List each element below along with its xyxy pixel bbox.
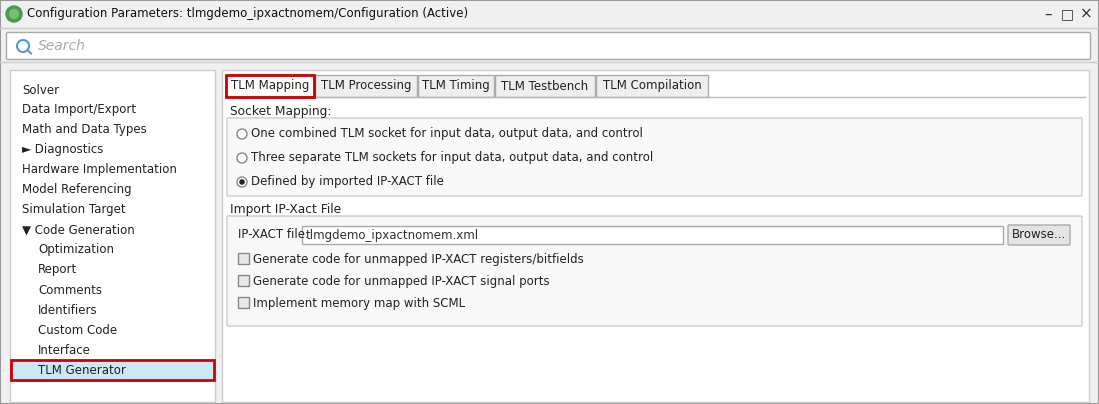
Circle shape — [10, 10, 19, 19]
Bar — [302, 226, 1003, 244]
Text: Generate code for unmapped IP-XACT registers/bitfields: Generate code for unmapped IP-XACT regis… — [253, 252, 584, 265]
Bar — [226, 75, 314, 97]
Text: Defined by imported IP-XACT file: Defined by imported IP-XACT file — [251, 175, 444, 189]
Bar — [1, 1, 1098, 28]
Text: tlmgdemo_ipxactnomem.xml: tlmgdemo_ipxactnomem.xml — [306, 229, 479, 242]
Text: ▼ Code Generation: ▼ Code Generation — [22, 223, 135, 236]
Text: Configuration Parameters: tlmgdemo_ipxactnomem/Configuration (Active): Configuration Parameters: tlmgdemo_ipxac… — [27, 8, 468, 21]
Text: Model Referencing: Model Referencing — [22, 183, 132, 196]
Text: TLM Testbench: TLM Testbench — [501, 80, 589, 93]
Text: Math and Data Types: Math and Data Types — [22, 124, 147, 137]
Text: Hardware Implementation: Hardware Implementation — [22, 164, 177, 177]
Text: ×: × — [1079, 6, 1092, 21]
Text: Simulation Target: Simulation Target — [22, 204, 125, 217]
Text: TLM Generator: TLM Generator — [38, 364, 126, 377]
Text: ► Diagnostics: ► Diagnostics — [22, 143, 103, 156]
Bar — [226, 75, 314, 97]
Text: One combined TLM socket for input data, output data, and control: One combined TLM socket for input data, … — [251, 128, 643, 141]
Text: Import IP-Xact File: Import IP-Xact File — [230, 202, 341, 215]
Text: TLM Timing: TLM Timing — [422, 80, 490, 93]
Text: Search: Search — [38, 39, 86, 53]
Circle shape — [237, 177, 247, 187]
Text: Three separate TLM sockets for input data, output data, and control: Three separate TLM sockets for input dat… — [251, 152, 653, 164]
Bar — [238, 275, 249, 286]
Text: Comments: Comments — [38, 284, 102, 297]
Text: Socket Mapping:: Socket Mapping: — [230, 105, 332, 118]
Bar — [315, 75, 417, 97]
Text: Identifiers: Identifiers — [38, 303, 98, 316]
Bar — [596, 75, 708, 97]
Text: Custom Code: Custom Code — [38, 324, 118, 337]
Text: TLM Compilation: TLM Compilation — [602, 80, 701, 93]
Circle shape — [237, 129, 247, 139]
Text: Implement memory map with SCML: Implement memory map with SCML — [253, 297, 465, 309]
Text: Interface: Interface — [38, 343, 91, 356]
Bar — [418, 75, 493, 97]
Text: IP-XACT file:: IP-XACT file: — [238, 229, 309, 242]
Bar — [10, 70, 215, 402]
FancyBboxPatch shape — [7, 32, 1090, 59]
Text: Report: Report — [38, 263, 77, 276]
Text: Generate code for unmapped IP-XACT signal ports: Generate code for unmapped IP-XACT signa… — [253, 274, 550, 288]
FancyBboxPatch shape — [227, 118, 1083, 196]
Circle shape — [5, 6, 22, 22]
Bar — [495, 75, 595, 97]
Text: Browse...: Browse... — [1012, 229, 1066, 242]
Circle shape — [237, 153, 247, 163]
Text: –: – — [1044, 6, 1052, 21]
Text: Optimization: Optimization — [38, 244, 114, 257]
Text: Solver: Solver — [22, 84, 59, 97]
FancyBboxPatch shape — [1008, 225, 1070, 245]
Bar — [238, 253, 249, 264]
FancyBboxPatch shape — [227, 216, 1083, 326]
Text: Data Import/Export: Data Import/Export — [22, 103, 136, 116]
Bar — [238, 297, 249, 308]
Bar — [222, 70, 1089, 402]
Text: TLM Mapping: TLM Mapping — [231, 80, 309, 93]
Bar — [11, 360, 214, 380]
Circle shape — [240, 179, 245, 185]
Text: TLM Processing: TLM Processing — [321, 80, 411, 93]
Text: □: □ — [1061, 7, 1074, 21]
